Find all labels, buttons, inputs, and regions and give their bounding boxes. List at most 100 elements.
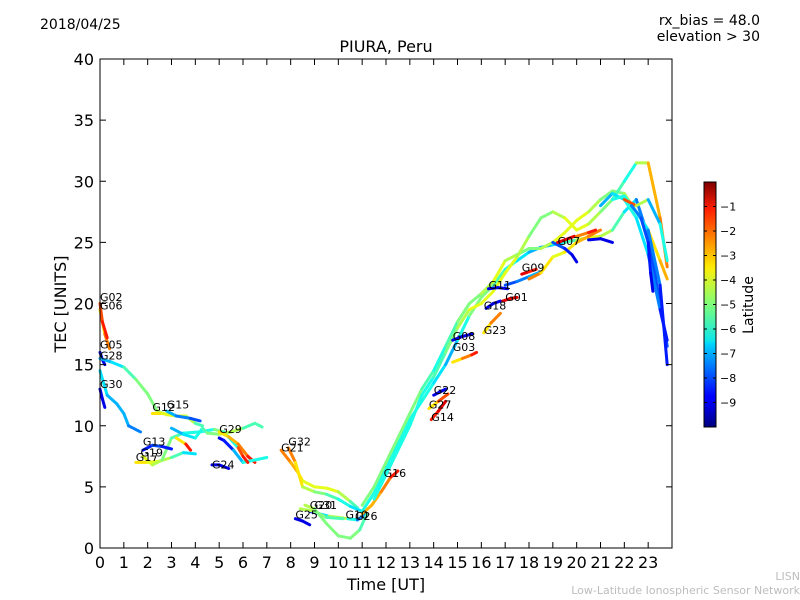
colorbar-tick-label: −3 — [720, 250, 736, 263]
track-segment — [503, 253, 519, 263]
x-tick-label: 2 — [143, 553, 153, 572]
track-segment — [372, 473, 388, 501]
satellite-track-34 — [487, 286, 510, 291]
satellite-label: G13 — [143, 435, 166, 448]
x-tick-label: 20 — [566, 553, 586, 572]
track-segment — [301, 479, 316, 489]
track-segment — [324, 522, 340, 538]
track-segment — [360, 503, 374, 516]
track-segment — [236, 446, 245, 458]
track-segment — [110, 360, 126, 369]
track-segment — [487, 286, 500, 291]
track-segment — [527, 267, 538, 274]
track-segment — [384, 442, 400, 470]
x-tick-label: 7 — [262, 553, 272, 572]
satellite-track-16 — [236, 446, 250, 464]
colorbar-label: Latitude — [741, 276, 757, 334]
track-segment — [646, 198, 662, 226]
satellite-track-35 — [501, 295, 519, 303]
satellite-track-28 — [432, 387, 448, 397]
track-segment — [491, 259, 507, 283]
date-label: 2018/04/25 — [40, 17, 121, 33]
track-segment — [115, 402, 126, 415]
footer-org-full: Low-Latitude Ionospheric Sensor Network — [571, 584, 800, 597]
colorbar-ticks: −1 −2 −3 −4 −5 −6 −7 −8 −9 — [704, 201, 736, 410]
track-segment — [360, 491, 376, 513]
satellite-label: G08 — [453, 330, 476, 343]
track-segment — [575, 234, 591, 244]
track-segment — [298, 507, 316, 513]
y-tick-label: 10 — [74, 417, 94, 436]
track-segment — [181, 432, 197, 440]
track-segment — [634, 198, 650, 208]
x-tick-label: 11 — [352, 553, 372, 572]
track-segment — [98, 369, 109, 397]
track-segment — [467, 302, 483, 312]
track-segment — [100, 320, 109, 340]
satellite-label: G09 — [522, 262, 545, 275]
track-segment — [313, 490, 328, 496]
satellite-track-11 — [174, 436, 193, 452]
track-segment — [551, 250, 567, 259]
x-axis-label: Time [UT] — [346, 575, 425, 594]
satellite-track-46 — [630, 204, 655, 293]
satellite-label: G32 — [288, 435, 311, 448]
track-segment — [639, 216, 650, 244]
colorbar-tick-label: −9 — [720, 397, 736, 410]
satellite-track-40 — [556, 234, 576, 244]
x-tick-label: 4 — [190, 553, 200, 572]
track-segment — [348, 504, 364, 513]
track-segment — [160, 412, 173, 417]
track-segment — [372, 460, 388, 489]
track-segment — [324, 515, 345, 521]
track-segment — [174, 414, 193, 420]
track-segment — [170, 426, 185, 436]
track-segment — [189, 416, 202, 423]
y-tick-label: 20 — [74, 295, 94, 314]
satellite-track-38 — [527, 228, 602, 281]
track-segment — [539, 210, 555, 220]
x-tick-label: 23 — [638, 553, 658, 572]
x-tick-label: 13 — [400, 553, 420, 572]
satellite-track-6 — [150, 412, 173, 417]
track-segment — [360, 485, 376, 507]
track-segment — [165, 409, 178, 418]
satellite-label: G02 — [100, 291, 123, 304]
y-tick-label: 15 — [74, 356, 94, 375]
track-segment — [253, 456, 269, 462]
x-tick-label: 18 — [519, 553, 539, 572]
series-layer — [98, 161, 669, 540]
satellite-label: G18 — [484, 300, 507, 313]
track-segment — [432, 350, 448, 379]
track-segment — [436, 392, 450, 403]
satellite-track-5 — [98, 369, 142, 434]
x-tick-label: 9 — [309, 553, 319, 572]
track-segment — [444, 338, 459, 367]
track-segment — [241, 454, 250, 464]
track-segment — [599, 237, 614, 244]
track-segment — [622, 161, 638, 183]
satellite-track-12 — [170, 421, 264, 440]
satellite-label: G24 — [212, 459, 235, 472]
track-segment — [489, 311, 502, 325]
satellite-label: G03 — [453, 341, 476, 354]
x-tick-label: 10 — [328, 553, 348, 572]
satellite-label: G06 — [100, 300, 123, 313]
y-tick-label: 30 — [74, 172, 94, 191]
track-segment — [551, 231, 567, 244]
track-segment — [444, 320, 459, 348]
satellite-label: G28 — [100, 350, 123, 363]
track-segment — [236, 442, 250, 458]
track-segment — [384, 448, 400, 477]
track-segment — [122, 412, 131, 428]
y-tick-label: 35 — [74, 111, 94, 130]
track-segment — [150, 458, 164, 467]
track-segment — [420, 369, 436, 391]
track-segment — [599, 228, 614, 238]
track-segment — [456, 308, 471, 330]
track-segment — [241, 421, 257, 430]
track-segment — [575, 210, 591, 222]
x-tick-label: 21 — [590, 553, 610, 572]
satellite-track-29 — [429, 399, 448, 422]
